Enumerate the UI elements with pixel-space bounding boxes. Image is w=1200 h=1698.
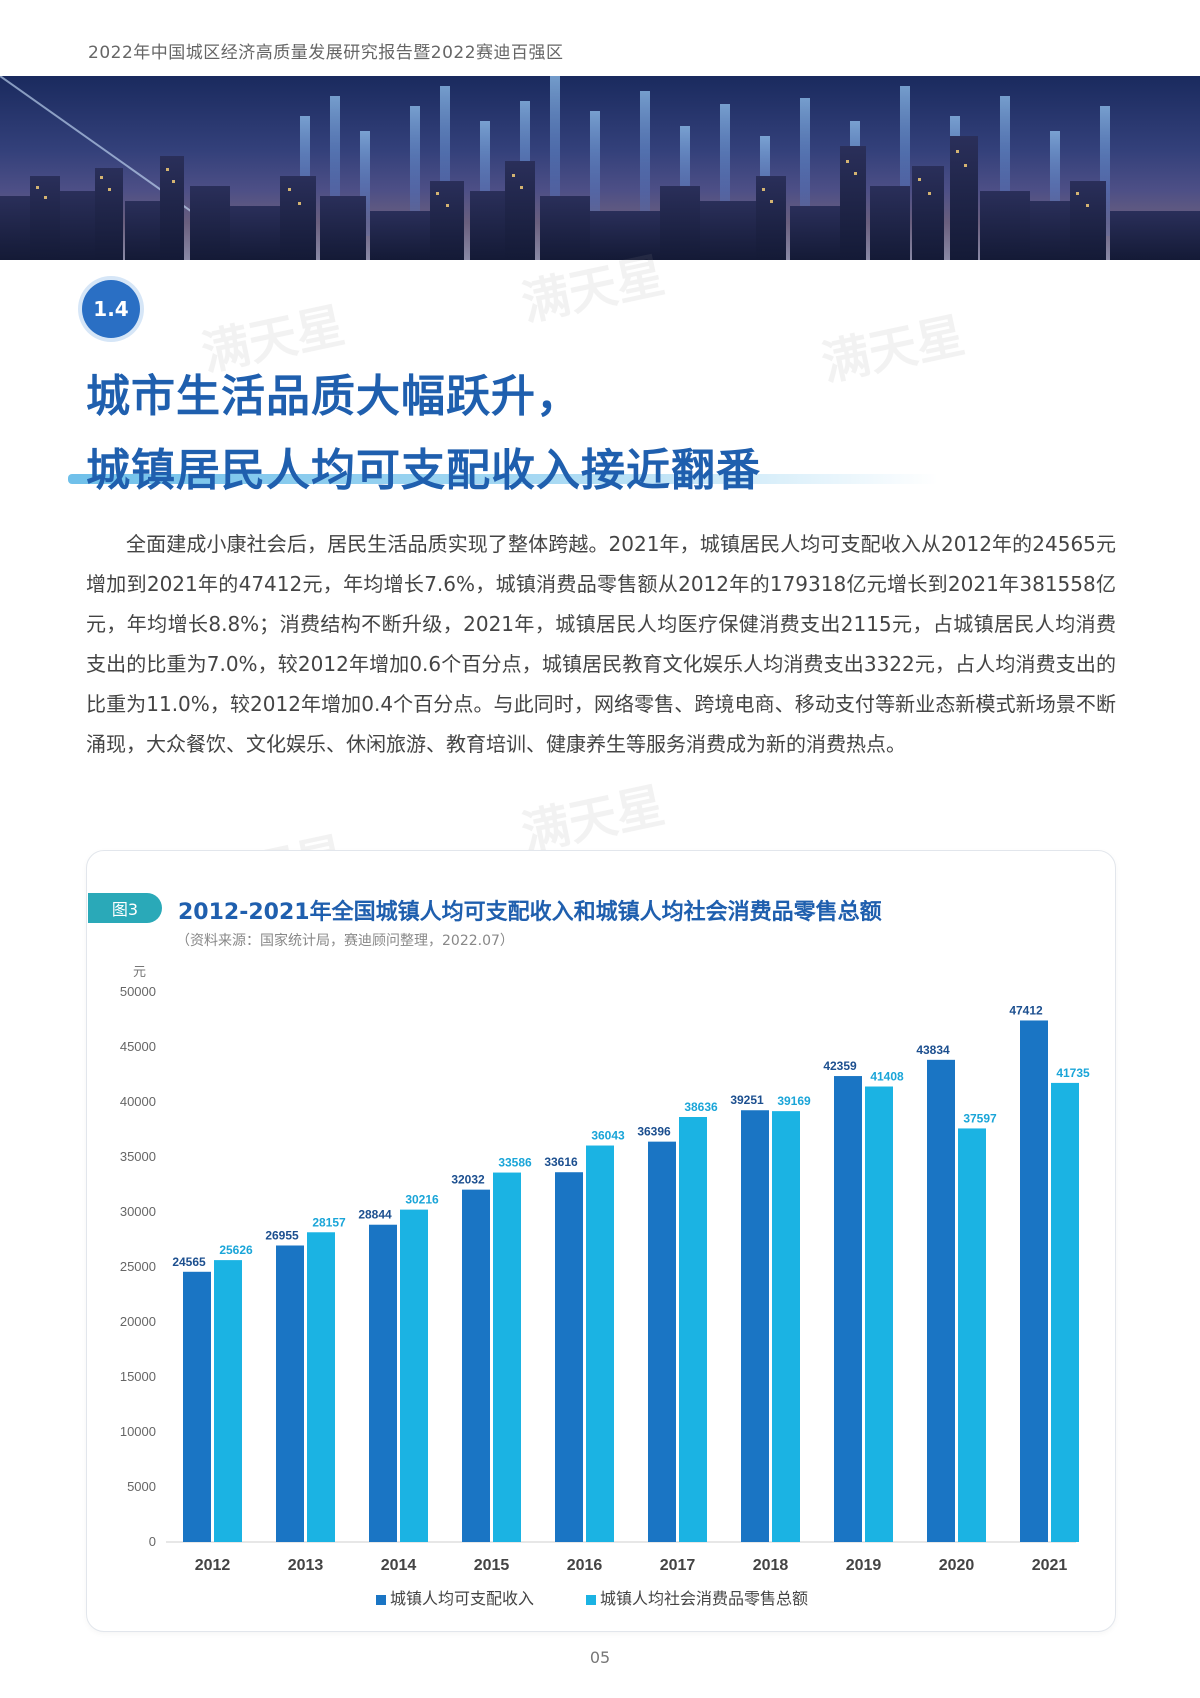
section-number-badge: 1.4 [82,280,140,338]
bar-disposable-income [834,1076,862,1542]
city-skyline-banner [0,76,1200,260]
chart-title: 2012-2021年全国城镇人均可支配收入和城镇人均社会消费品零售总额 [178,900,882,925]
bar-value-label: 36396 [637,1125,671,1139]
bar-value-label: 43834 [916,1043,950,1057]
bar-retail-sales [958,1128,986,1542]
x-tick-label: 2017 [660,1557,696,1574]
bar-value-label: 47412 [1009,1003,1043,1017]
x-tick-label: 2021 [1032,1557,1068,1574]
y-tick-label: 10000 [120,1424,156,1439]
y-tick-label: 30000 [120,1204,156,1219]
y-tick-label: 40000 [120,1094,156,1109]
x-tick-label: 2014 [381,1557,417,1574]
bar-retail-sales [1051,1082,1079,1542]
bar-disposable-income [927,1059,955,1542]
x-tick-label: 2016 [567,1557,603,1574]
bar-disposable-income [462,1189,490,1542]
bar-value-label: 41408 [870,1070,904,1084]
chart-source-note: （资料来源：国家统计局，赛迪顾问整理，2022.07） [176,933,514,949]
x-tick-label: 2019 [846,1557,882,1574]
bar-retail-sales [307,1232,335,1542]
section-heading-line2: 城镇居民人均可支配收入接近翻番 [86,445,761,496]
bar-value-label: 30216 [405,1193,439,1207]
bar-disposable-income [555,1172,583,1542]
bar-value-label: 37597 [963,1111,997,1125]
y-tick-label: 5000 [127,1479,156,1494]
bar-chart: 元 0 5000 10000 15000 20000 25000 30000 35000 4000… [120,964,1090,1608]
y-tick-label: 0 [149,1534,156,1549]
bar-retail-sales [586,1145,614,1542]
bar-disposable-income [1020,1020,1048,1542]
bar-value-label: 39251 [730,1093,764,1107]
legend-label: 城镇人均可支配收入 [390,1590,534,1608]
bar-retail-sales [865,1086,893,1542]
watermark: 满天星 [816,307,970,393]
bar-retail-sales [400,1209,428,1542]
y-tick-label: 20000 [120,1314,156,1329]
skyline-illustration [0,76,1200,260]
bar-value-label: 41735 [1056,1066,1090,1080]
x-tick-label: 2020 [939,1557,975,1574]
figure-tag: 图3 [88,893,162,923]
bar-value-label: 33586 [498,1156,532,1170]
bar-value-label: 32032 [451,1173,485,1187]
legend-swatch [376,1595,386,1605]
y-tick-label: 45000 [120,1039,156,1054]
bar-value-label: 38636 [684,1100,718,1114]
bar-value-label: 28157 [312,1215,346,1229]
bar-retail-sales [772,1111,800,1542]
bar-value-label: 36043 [591,1129,625,1143]
legend-label: 城镇人均社会消费品零售总额 [600,1590,808,1608]
bar-value-label: 28844 [358,1208,392,1222]
bar-value-label: 39169 [777,1094,811,1108]
bar-retail-sales [679,1117,707,1542]
bar-retail-sales [493,1172,521,1542]
section-heading-line1: 城市生活品质大幅跃升， [86,371,581,422]
heading-underline [68,474,938,484]
report-header-title: 2022年中国城区经济高质量发展研究报告暨2022赛迪百强区 [88,43,564,63]
y-tick-label: 35000 [120,1149,156,1164]
bar-disposable-income [183,1271,211,1542]
bar-retail-sales [214,1260,242,1542]
bar-disposable-income [648,1141,676,1542]
y-tick-label: 25000 [120,1259,156,1274]
page-number: 05 [589,1648,611,1667]
bar-value-label: 26955 [265,1228,299,1242]
x-tick-label: 2015 [474,1557,510,1574]
legend-swatch [586,1595,596,1605]
x-tick-label: 2013 [288,1557,324,1574]
y-tick-label: 15000 [120,1369,156,1384]
y-tick-label: 50000 [120,984,156,999]
bar-value-label: 42359 [823,1059,857,1073]
bar-value-label: 24565 [172,1255,206,1269]
bar-value-label: 33616 [544,1155,578,1169]
y-axis-unit-label: 元 [133,964,146,979]
x-tick-label: 2012 [195,1557,231,1574]
x-tick-label: 2018 [753,1557,789,1574]
bar-disposable-income [276,1245,304,1542]
bar-disposable-income [369,1224,397,1542]
bar-value-label: 25626 [219,1243,253,1257]
bar-disposable-income [741,1110,769,1542]
body-paragraph: 全面建成小康社会后，居民生活品质实现了整体跨越。2021年，城镇居民人均可支配收… [86,532,1116,756]
